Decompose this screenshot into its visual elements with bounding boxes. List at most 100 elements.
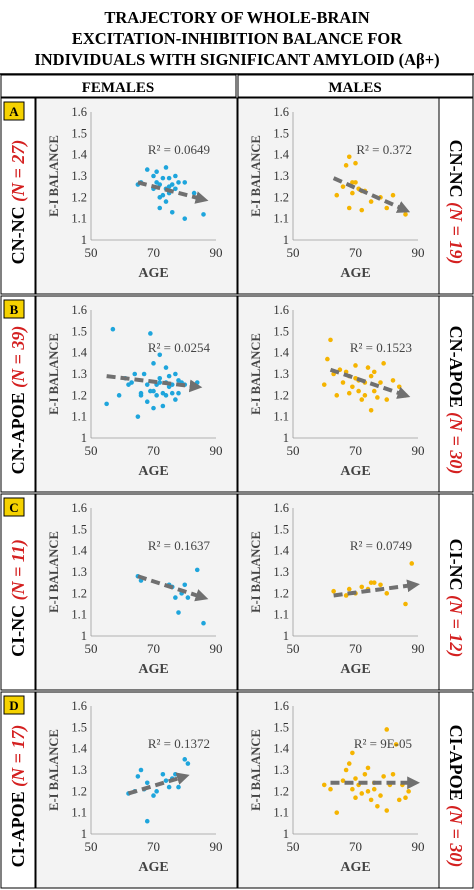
- x-tick-label: 50: [287, 839, 300, 854]
- chart-d-males: 1 1.1 1.2 1.3 1.4 1.5 1.6 50 70 90 AGE E-I BALANCE R…: [237, 691, 440, 889]
- left-group-name: CN-APOE: [8, 388, 28, 475]
- data-point: [163, 365, 169, 370]
- data-point: [384, 397, 390, 402]
- right-group-name: CI-NC: [446, 539, 466, 596]
- y-tick-label: 1: [283, 629, 289, 643]
- row-letter: A: [9, 104, 19, 119]
- y-tick-label: 1.4: [273, 544, 289, 558]
- x-tick-label: 90: [412, 245, 425, 260]
- data-point: [343, 163, 349, 168]
- data-point: [396, 384, 402, 390]
- data-point: [346, 761, 352, 766]
- row-d: DCI-APOE (N = 17) CI-APOE (N = 30)11.11.2…: [0, 691, 474, 889]
- data-point: [166, 373, 172, 379]
- chart-c-females: 1 1.1 1.2 1.3 1.4 1.5 1.6 50 70 90 AGE E-I BALANCE R…: [35, 493, 238, 691]
- data-point: [371, 786, 377, 792]
- data-point: [321, 382, 327, 387]
- data-point: [182, 757, 188, 762]
- data-point: [166, 175, 172, 181]
- chart-panel: [35, 493, 238, 691]
- x-tick-label: 70: [147, 641, 160, 656]
- data-point: [356, 388, 361, 394]
- data-point: [151, 793, 156, 798]
- y-tick-label: 1: [283, 431, 289, 445]
- y-tick-label: 1.3: [273, 367, 289, 381]
- data-point: [173, 771, 178, 777]
- data-point: [393, 742, 399, 747]
- y-tick-label: 1.2: [273, 190, 289, 204]
- y-tick-label: 1.6: [273, 105, 289, 119]
- right-label-strip: [438, 691, 474, 889]
- r-squared-label: R² = 0.1372: [148, 736, 210, 751]
- data-point: [176, 610, 181, 615]
- data-point: [176, 390, 181, 396]
- r-squared-label: R² = 0.372: [356, 142, 412, 157]
- y-tick-label: 1.5: [273, 720, 289, 734]
- data-point: [403, 212, 408, 217]
- right-group-count: (N = 12): [445, 595, 466, 657]
- data-point: [362, 393, 368, 398]
- data-point: [163, 393, 169, 398]
- r-squared-label: R² = 0.0254: [148, 340, 211, 355]
- y-tick-label: 1.6: [71, 303, 87, 317]
- right-label-strip: [438, 493, 474, 691]
- data-point: [328, 786, 333, 792]
- y-tick-label: 1: [81, 629, 87, 643]
- chart-panel: [35, 97, 238, 295]
- data-point: [173, 186, 178, 192]
- y-tick-label: 1.6: [71, 501, 87, 515]
- y-tick-label: 1.3: [71, 367, 87, 381]
- y-tick-label: 1.3: [273, 763, 289, 777]
- data-point: [104, 401, 109, 407]
- data-point: [154, 789, 159, 794]
- data-point: [321, 782, 327, 788]
- x-tick-label: 70: [349, 443, 362, 458]
- data-point: [141, 371, 147, 377]
- data-point: [371, 369, 377, 375]
- y-tick-label: 1.1: [273, 608, 289, 622]
- data-point: [194, 380, 200, 385]
- left-group-name: CI-NC: [8, 600, 28, 657]
- y-tick-label: 1.2: [273, 388, 289, 402]
- y-axis-title: E-I BALANCE: [47, 729, 61, 811]
- y-tick-label: 1: [81, 827, 87, 841]
- data-point: [365, 789, 371, 794]
- y-tick-label: 1.4: [71, 346, 87, 360]
- data-point: [368, 373, 374, 379]
- left-group-name: CI-APOE: [8, 787, 28, 868]
- x-tick-label: 90: [210, 245, 223, 260]
- data-point: [185, 595, 191, 600]
- x-tick-label: 50: [287, 641, 300, 656]
- data-point: [334, 810, 340, 815]
- data-point: [353, 795, 358, 801]
- data-point: [359, 584, 365, 590]
- y-tick-label: 1.2: [71, 388, 87, 402]
- x-tick-label: 50: [287, 245, 300, 260]
- data-point: [169, 182, 175, 187]
- data-point: [110, 326, 116, 332]
- data-point: [144, 382, 150, 387]
- y-tick-label: 1.1: [71, 212, 87, 226]
- right-group-label: CN-NC (N = 19): [445, 140, 466, 265]
- data-point: [201, 620, 206, 626]
- row-letter: C: [9, 500, 18, 515]
- left-label-strip: [0, 97, 36, 295]
- chart-c-males: 1 1.1 1.2 1.3 1.4 1.5 1.6 50 70 90 AGE E-I BALANCE R…: [237, 493, 440, 691]
- left-group-label: CI-NC (N = 11): [8, 539, 29, 657]
- left-group-count: (N = 17): [8, 725, 29, 787]
- x-axis-title: AGE: [340, 266, 370, 281]
- data-point: [350, 786, 355, 792]
- header-males-box: [237, 74, 474, 98]
- data-point: [144, 167, 150, 172]
- y-tick-label: 1.5: [273, 522, 289, 536]
- data-point: [406, 789, 411, 794]
- x-axis-title: AGE: [138, 464, 168, 479]
- x-axis-title: AGE: [138, 266, 168, 281]
- data-point: [144, 780, 150, 786]
- data-point: [346, 154, 352, 160]
- y-tick-label: 1.1: [273, 806, 289, 820]
- data-point: [166, 784, 172, 790]
- data-point: [182, 216, 188, 221]
- y-axis-title: E-I BALANCE: [249, 531, 263, 613]
